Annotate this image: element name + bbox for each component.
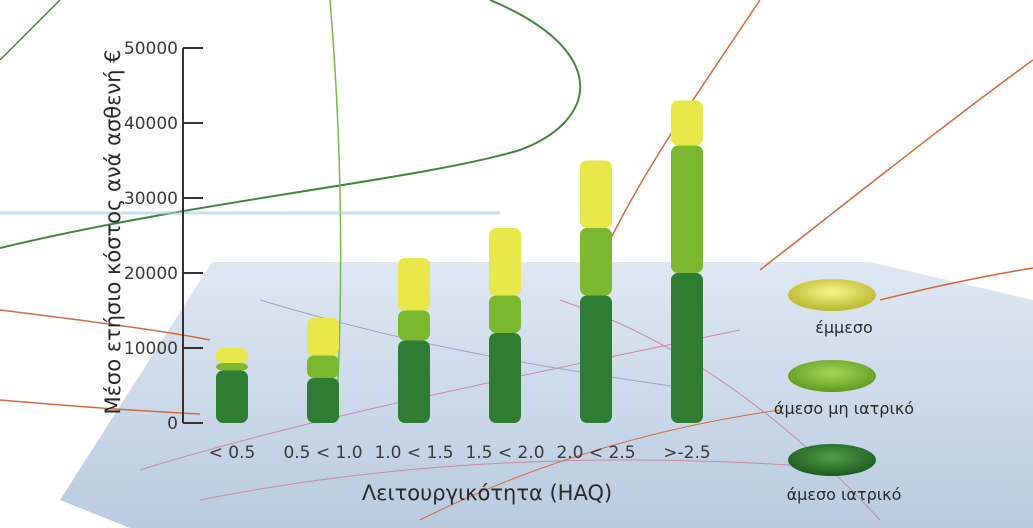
decor-curve <box>419 409 781 521</box>
bar-segment <box>580 160 612 228</box>
legend-label: άμεσο μη ιατρικό <box>774 399 914 418</box>
y-tick-label: 10000 <box>124 339 178 359</box>
x-tick-label: 1.0 < 1.5 <box>374 443 453 463</box>
legend-swatch <box>788 444 876 476</box>
y-axis-title: Μέσο ετήσιο κόστος ανά ασθενή € <box>101 49 125 414</box>
bar-segment <box>307 378 339 423</box>
bar-segment <box>398 340 430 423</box>
bar-segment <box>489 333 521 423</box>
legend-label: άμεσο ιατρικό <box>787 485 902 504</box>
y-tick-label: 20000 <box>124 264 178 284</box>
x-tick-label: < 0.5 <box>209 443 256 463</box>
bar-segment <box>398 310 430 341</box>
decor-curve <box>759 59 1033 271</box>
y-tick-label: 40000 <box>124 114 178 134</box>
decor-curve <box>199 459 861 501</box>
bar-segment <box>671 145 703 273</box>
y-axis-ticks: 0 10000 20000 30000 40000 50000 <box>124 39 203 434</box>
decor-curve <box>0 0 582 249</box>
y-tick-label: 50000 <box>124 39 178 59</box>
bar-segment <box>307 318 339 356</box>
x-tick-label: 0.5 < 1.0 <box>283 443 362 463</box>
decor-curve <box>0 0 61 61</box>
bar-segment <box>398 258 430 311</box>
y-tick-label: 0 <box>167 414 178 434</box>
x-tick-label: 1.5 < 2.0 <box>465 443 544 463</box>
bar-segment <box>580 295 612 423</box>
x-axis-tick-labels: < 0.5 0.5 < 1.0 1.0 < 1.5 1.5 < 2.0 2.0 < 2.… <box>209 443 711 463</box>
bar-segment <box>216 370 248 423</box>
bar-segment <box>216 348 248 363</box>
bar-segment <box>216 363 248 371</box>
bar-segment <box>489 228 521 296</box>
legend-label: έμμεσο <box>815 318 873 337</box>
decor-curve <box>0 309 211 341</box>
bar-segment <box>489 295 521 333</box>
bars <box>216 100 703 423</box>
bar-segment <box>671 273 703 423</box>
decor-curve <box>259 299 701 391</box>
legend-swatch <box>788 360 876 392</box>
x-axis-title: Λειτουργικότητα (HAQ) <box>362 481 612 505</box>
y-tick-label: 30000 <box>124 189 178 209</box>
decor-curve <box>879 267 1033 301</box>
x-tick-label: 2.0 < 2.5 <box>556 443 635 463</box>
bar-segment <box>671 100 703 146</box>
bar-segment <box>580 228 612 296</box>
bar-segment <box>307 355 339 378</box>
legend-swatch <box>788 279 876 311</box>
legend: έμμεσο άμεσο μη ιατρικό άμεσο ιατρικό <box>774 279 914 504</box>
decor-curve <box>329 0 342 421</box>
decor-curve <box>0 399 201 415</box>
x-tick-label: >-2.5 <box>663 443 710 463</box>
